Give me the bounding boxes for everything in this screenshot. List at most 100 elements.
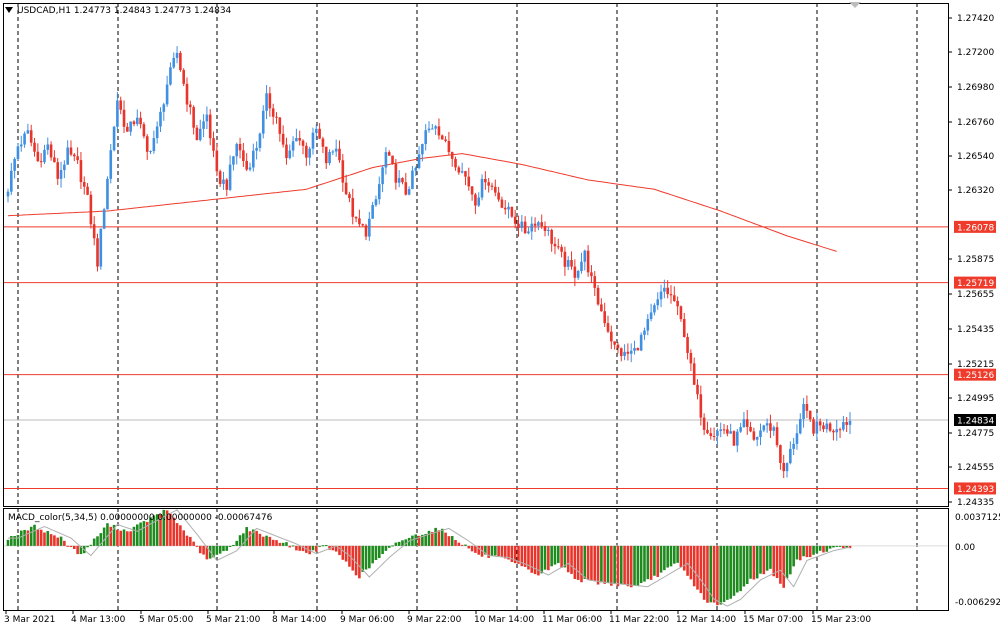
candle-body bbox=[324, 146, 328, 164]
macd-bar bbox=[490, 545, 494, 557]
macd-bar bbox=[679, 545, 683, 568]
candle-body bbox=[444, 139, 447, 141]
macd-bar bbox=[818, 545, 822, 551]
candle-body bbox=[470, 186, 474, 195]
level-label-text: 1.24393 bbox=[957, 485, 994, 495]
candle-body bbox=[808, 410, 812, 420]
candle-body bbox=[722, 429, 726, 431]
candle-body bbox=[238, 143, 242, 151]
macd-histogram bbox=[3, 509, 948, 607]
macd-bar bbox=[142, 521, 146, 546]
macd-header: MACD_color(5,34,5) 0.00000000 0.00000000… bbox=[8, 513, 1000, 608]
candle-body bbox=[46, 144, 50, 150]
price-axis: 1.27420 1.27200 1.26980 1.26760 1.26540 1.263… bbox=[948, 14, 994, 508]
macd-bar bbox=[580, 545, 583, 583]
macd-bar bbox=[745, 545, 749, 585]
macd-bar bbox=[742, 545, 746, 587]
candle-body bbox=[553, 243, 557, 247]
macd-bar bbox=[215, 545, 219, 555]
macd-bar bbox=[666, 545, 669, 568]
scroll-marker-icon[interactable] bbox=[849, 2, 861, 8]
macd-bar bbox=[288, 545, 292, 548]
candles bbox=[6, 46, 852, 479]
macd-bar bbox=[484, 545, 487, 555]
candle-body bbox=[318, 128, 321, 139]
macd-bar bbox=[242, 533, 245, 546]
macd-bar bbox=[785, 545, 789, 579]
macd-bar bbox=[798, 545, 802, 561]
candle-body bbox=[348, 194, 351, 199]
candle-body bbox=[218, 171, 222, 184]
candle-body bbox=[822, 425, 825, 430]
candle-body bbox=[805, 404, 809, 411]
macd-bar bbox=[371, 545, 374, 564]
candle-body bbox=[132, 121, 136, 125]
candle-body bbox=[739, 427, 742, 432]
macd-bar bbox=[583, 545, 587, 579]
macd-bar bbox=[182, 530, 185, 546]
macd-bar bbox=[530, 545, 534, 573]
price-tick-label: 1.26540 bbox=[957, 152, 994, 162]
candle-body bbox=[411, 170, 414, 190]
macd-bar bbox=[517, 545, 520, 564]
candle-body bbox=[424, 130, 427, 145]
candle-body bbox=[381, 167, 384, 185]
macd-bar bbox=[444, 532, 447, 546]
macd-bar bbox=[261, 536, 265, 546]
macd-bar bbox=[507, 545, 510, 560]
candle-body bbox=[401, 178, 404, 183]
candle-body bbox=[265, 93, 268, 111]
candle-body bbox=[560, 247, 563, 252]
macd-bar bbox=[238, 535, 242, 546]
candle-body bbox=[314, 128, 318, 133]
macd-bar bbox=[278, 542, 282, 546]
candle-body bbox=[407, 189, 411, 195]
candle-body bbox=[450, 152, 454, 159]
candle-body bbox=[69, 147, 73, 155]
symbol-info: USDCAD,H1 1.24773 1.24843 1.24773 1.2483… bbox=[17, 6, 232, 16]
macd-bar bbox=[540, 545, 544, 574]
macd-bar bbox=[116, 529, 119, 546]
candle-body bbox=[96, 238, 99, 267]
candle-body bbox=[374, 199, 378, 206]
macd-bar bbox=[377, 545, 381, 559]
macd-bar bbox=[586, 545, 590, 580]
price-tick-label: 1.25655 bbox=[957, 290, 994, 300]
macd-bar bbox=[669, 545, 673, 567]
candle-body bbox=[285, 144, 288, 159]
candle-body bbox=[543, 226, 547, 231]
price-tick-label: 1.24335 bbox=[957, 498, 994, 508]
candle-body bbox=[404, 182, 408, 195]
candle-body bbox=[102, 209, 106, 229]
macd-bar bbox=[779, 545, 782, 584]
macd-bar bbox=[692, 545, 696, 587]
macd-bar bbox=[46, 531, 50, 546]
candle-body bbox=[434, 126, 437, 129]
candle-body bbox=[248, 167, 252, 170]
macd-bar bbox=[298, 545, 302, 551]
time-tick-label: 9 Mar 06:00 bbox=[340, 615, 395, 625]
macd-bar bbox=[79, 545, 83, 555]
candle-body bbox=[798, 419, 802, 434]
candle-body bbox=[530, 223, 534, 232]
candle-body bbox=[656, 299, 660, 306]
candle-body bbox=[732, 431, 736, 446]
candle-body bbox=[162, 104, 166, 112]
candle-body bbox=[149, 151, 152, 153]
price-tick-label: 1.26980 bbox=[957, 83, 994, 93]
macd-bar bbox=[189, 536, 192, 546]
chart-menu-icon[interactable] bbox=[5, 7, 13, 13]
time-tick-label: 5 Mar 05:00 bbox=[139, 615, 194, 625]
macd-y-zero: 0.00 bbox=[955, 543, 975, 553]
macd-bar bbox=[16, 535, 20, 546]
candle-body bbox=[371, 205, 374, 219]
macd-bar bbox=[815, 545, 819, 554]
macd-bar bbox=[49, 534, 53, 546]
macd-bar bbox=[271, 539, 275, 546]
macd-bar bbox=[10, 536, 13, 546]
macd-bar bbox=[69, 545, 73, 548]
candle-body bbox=[49, 144, 53, 158]
candle-body bbox=[742, 419, 746, 428]
candle-body bbox=[649, 312, 653, 319]
